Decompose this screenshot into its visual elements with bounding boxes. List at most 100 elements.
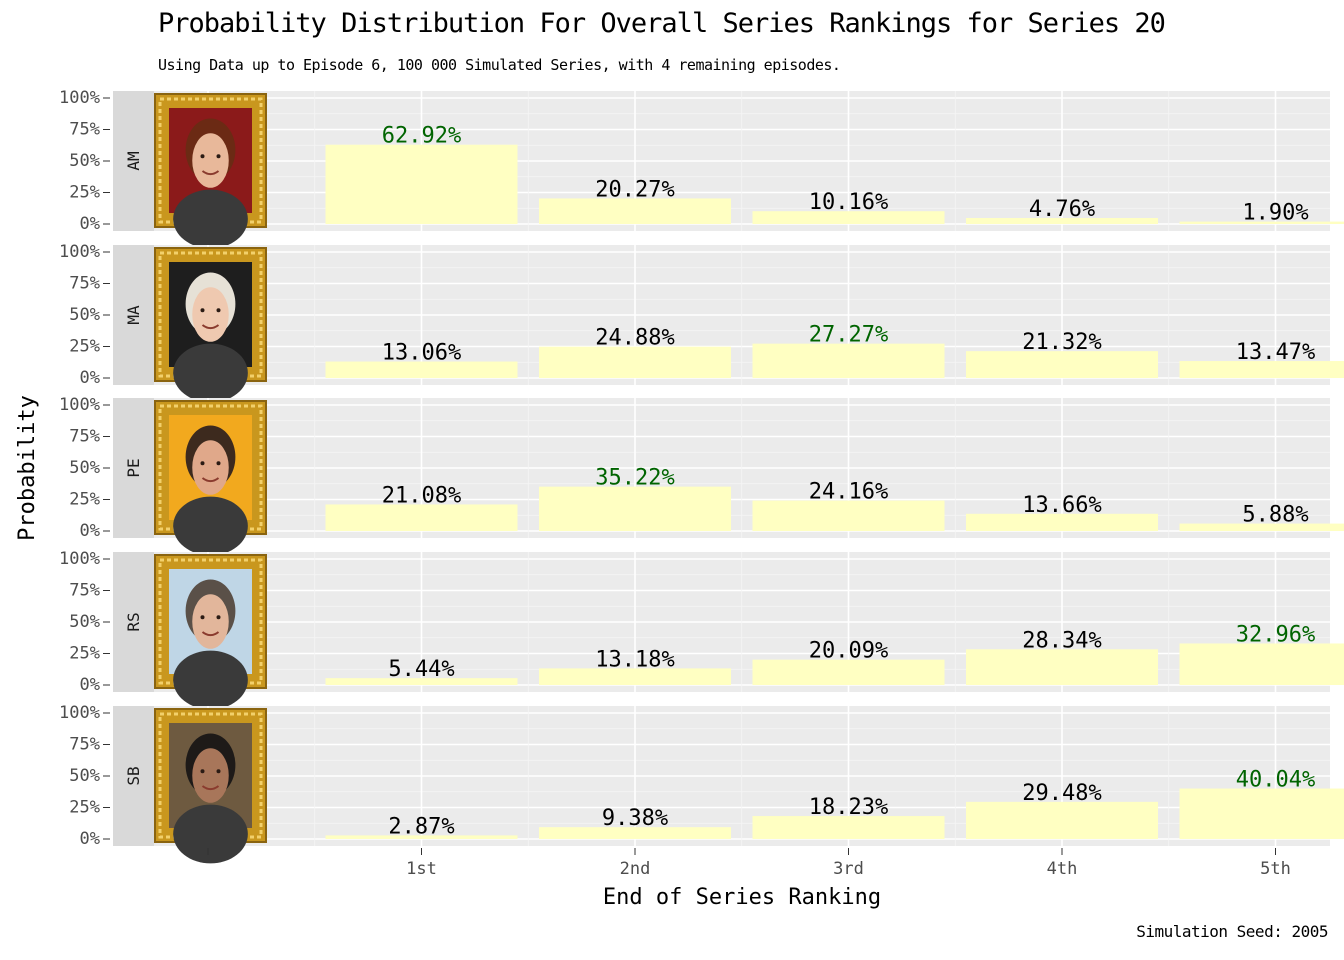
facet-strip (113, 245, 154, 385)
bar-ma-5th (1179, 361, 1344, 378)
facet-strip (113, 91, 154, 231)
portrait-shoulders (173, 343, 248, 403)
data-label: 5.88% (1242, 503, 1308, 528)
chart-title: Probability Distribution For Overall Ser… (158, 8, 1166, 39)
x-tick-label: 4th (1047, 859, 1078, 879)
data-label: 21.32% (1022, 330, 1101, 355)
bar-am-5th (1179, 221, 1344, 224)
data-label: 13.18% (595, 647, 674, 672)
portrait-shoulders (173, 804, 248, 864)
bar-sb-1st (325, 835, 518, 839)
y-tick-label: 0% (80, 521, 100, 541)
y-tick-label: 50% (69, 305, 100, 325)
portrait-face (192, 133, 229, 188)
portrait-eye (216, 461, 221, 466)
y-tick-label: 75% (69, 427, 100, 447)
y-tick-label: 25% (69, 798, 100, 818)
y-tick-label: 0% (80, 368, 100, 388)
y-tick-label: 100% (59, 88, 100, 108)
bar-ma-2nd (539, 346, 731, 378)
facet-strip (113, 398, 154, 538)
data-label: 1.90% (1242, 201, 1308, 226)
bar-rs-2nd (539, 668, 731, 685)
portrait-shoulders (173, 650, 248, 710)
data-label: 4.76% (1029, 197, 1095, 222)
data-label: 27.27% (809, 323, 888, 348)
data-label: 62.92% (382, 124, 461, 149)
data-label: 29.48% (1022, 781, 1101, 806)
portrait-mouth (201, 785, 220, 791)
bar-pe-2nd (539, 486, 731, 531)
facet-label-pe: PE (124, 458, 143, 477)
portrait-eye (200, 461, 205, 466)
bar-sb-3rd (752, 816, 945, 839)
bar-pe-5th (1179, 523, 1344, 531)
y-tick-label: 100% (59, 703, 100, 723)
x-tick-label: 3rd (833, 859, 864, 879)
facet-label-ma: MA (124, 305, 143, 325)
x-tick-label: 2nd (620, 859, 651, 879)
y-tick-label: 100% (59, 549, 100, 569)
portrait-mouth (201, 324, 220, 330)
portrait-mouth (201, 477, 220, 483)
data-label: 24.16% (809, 480, 888, 505)
data-label: 28.34% (1022, 628, 1101, 653)
portrait-face (192, 594, 229, 649)
y-axis-title: Probability (15, 395, 40, 541)
data-label: 35.22% (595, 466, 674, 491)
portrait-face (192, 287, 229, 342)
y-tick-label: 25% (69, 490, 100, 510)
portrait-eye (216, 769, 221, 774)
data-label: 24.88% (595, 326, 674, 351)
chart-subtitle: Using Data up to Episode 6, 100 000 Simu… (158, 56, 841, 74)
data-label: 10.16% (809, 190, 888, 215)
x-tick-label: 1st (406, 859, 437, 879)
y-tick-label: 50% (69, 612, 100, 632)
portrait-eye (200, 615, 205, 620)
data-label: 32.96% (1236, 622, 1315, 647)
bar-pe-1st (325, 504, 518, 531)
bar-pe-3rd (752, 500, 945, 531)
y-tick-label: 0% (80, 829, 100, 849)
bar-ma-4th (966, 351, 1158, 378)
x-axis-title: End of Series Ranking (603, 885, 881, 910)
data-label: 5.44% (388, 657, 454, 682)
y-tick-label: 25% (69, 337, 100, 357)
portrait-shoulders (173, 189, 248, 249)
bar-am-3rd (752, 211, 945, 224)
chart-caption: Simulation Seed: 2005 (1136, 922, 1328, 941)
bar-sb-5th (1179, 788, 1344, 839)
y-tick-label: 100% (59, 395, 100, 415)
portrait-eye (216, 615, 221, 620)
portrait-face (192, 748, 229, 803)
y-tick-label: 50% (69, 458, 100, 478)
bar-sb-2nd (539, 827, 731, 839)
bar-ma-3rd (752, 343, 945, 378)
portrait-shoulders (173, 496, 248, 556)
facet-strip (113, 552, 154, 692)
data-label: 13.06% (382, 341, 461, 366)
bar-ma-1st (325, 361, 518, 378)
portrait-mouth (201, 631, 220, 637)
x-tick-label: 5th (1260, 859, 1291, 879)
y-tick-label: 75% (69, 735, 100, 755)
bar-rs-4th (966, 649, 1158, 685)
portrait-eye (216, 308, 221, 313)
facet-label-am: AM (124, 151, 143, 170)
y-tick-label: 100% (59, 242, 100, 262)
data-label: 9.38% (602, 806, 668, 831)
bar-pe-4th (966, 513, 1158, 531)
data-label: 13.66% (1022, 493, 1101, 518)
data-label: 21.08% (382, 483, 461, 508)
data-label: 40.04% (1236, 768, 1315, 793)
facet-label-rs: RS (124, 612, 143, 631)
portrait-face (192, 440, 229, 495)
data-label: 20.09% (809, 639, 888, 664)
y-tick-label: 0% (80, 214, 100, 234)
data-label: 2.87% (388, 814, 454, 839)
portrait-mouth (201, 170, 220, 176)
y-tick-label: 50% (69, 766, 100, 786)
bar-rs-3rd (752, 659, 945, 685)
portrait-eye (216, 154, 221, 159)
